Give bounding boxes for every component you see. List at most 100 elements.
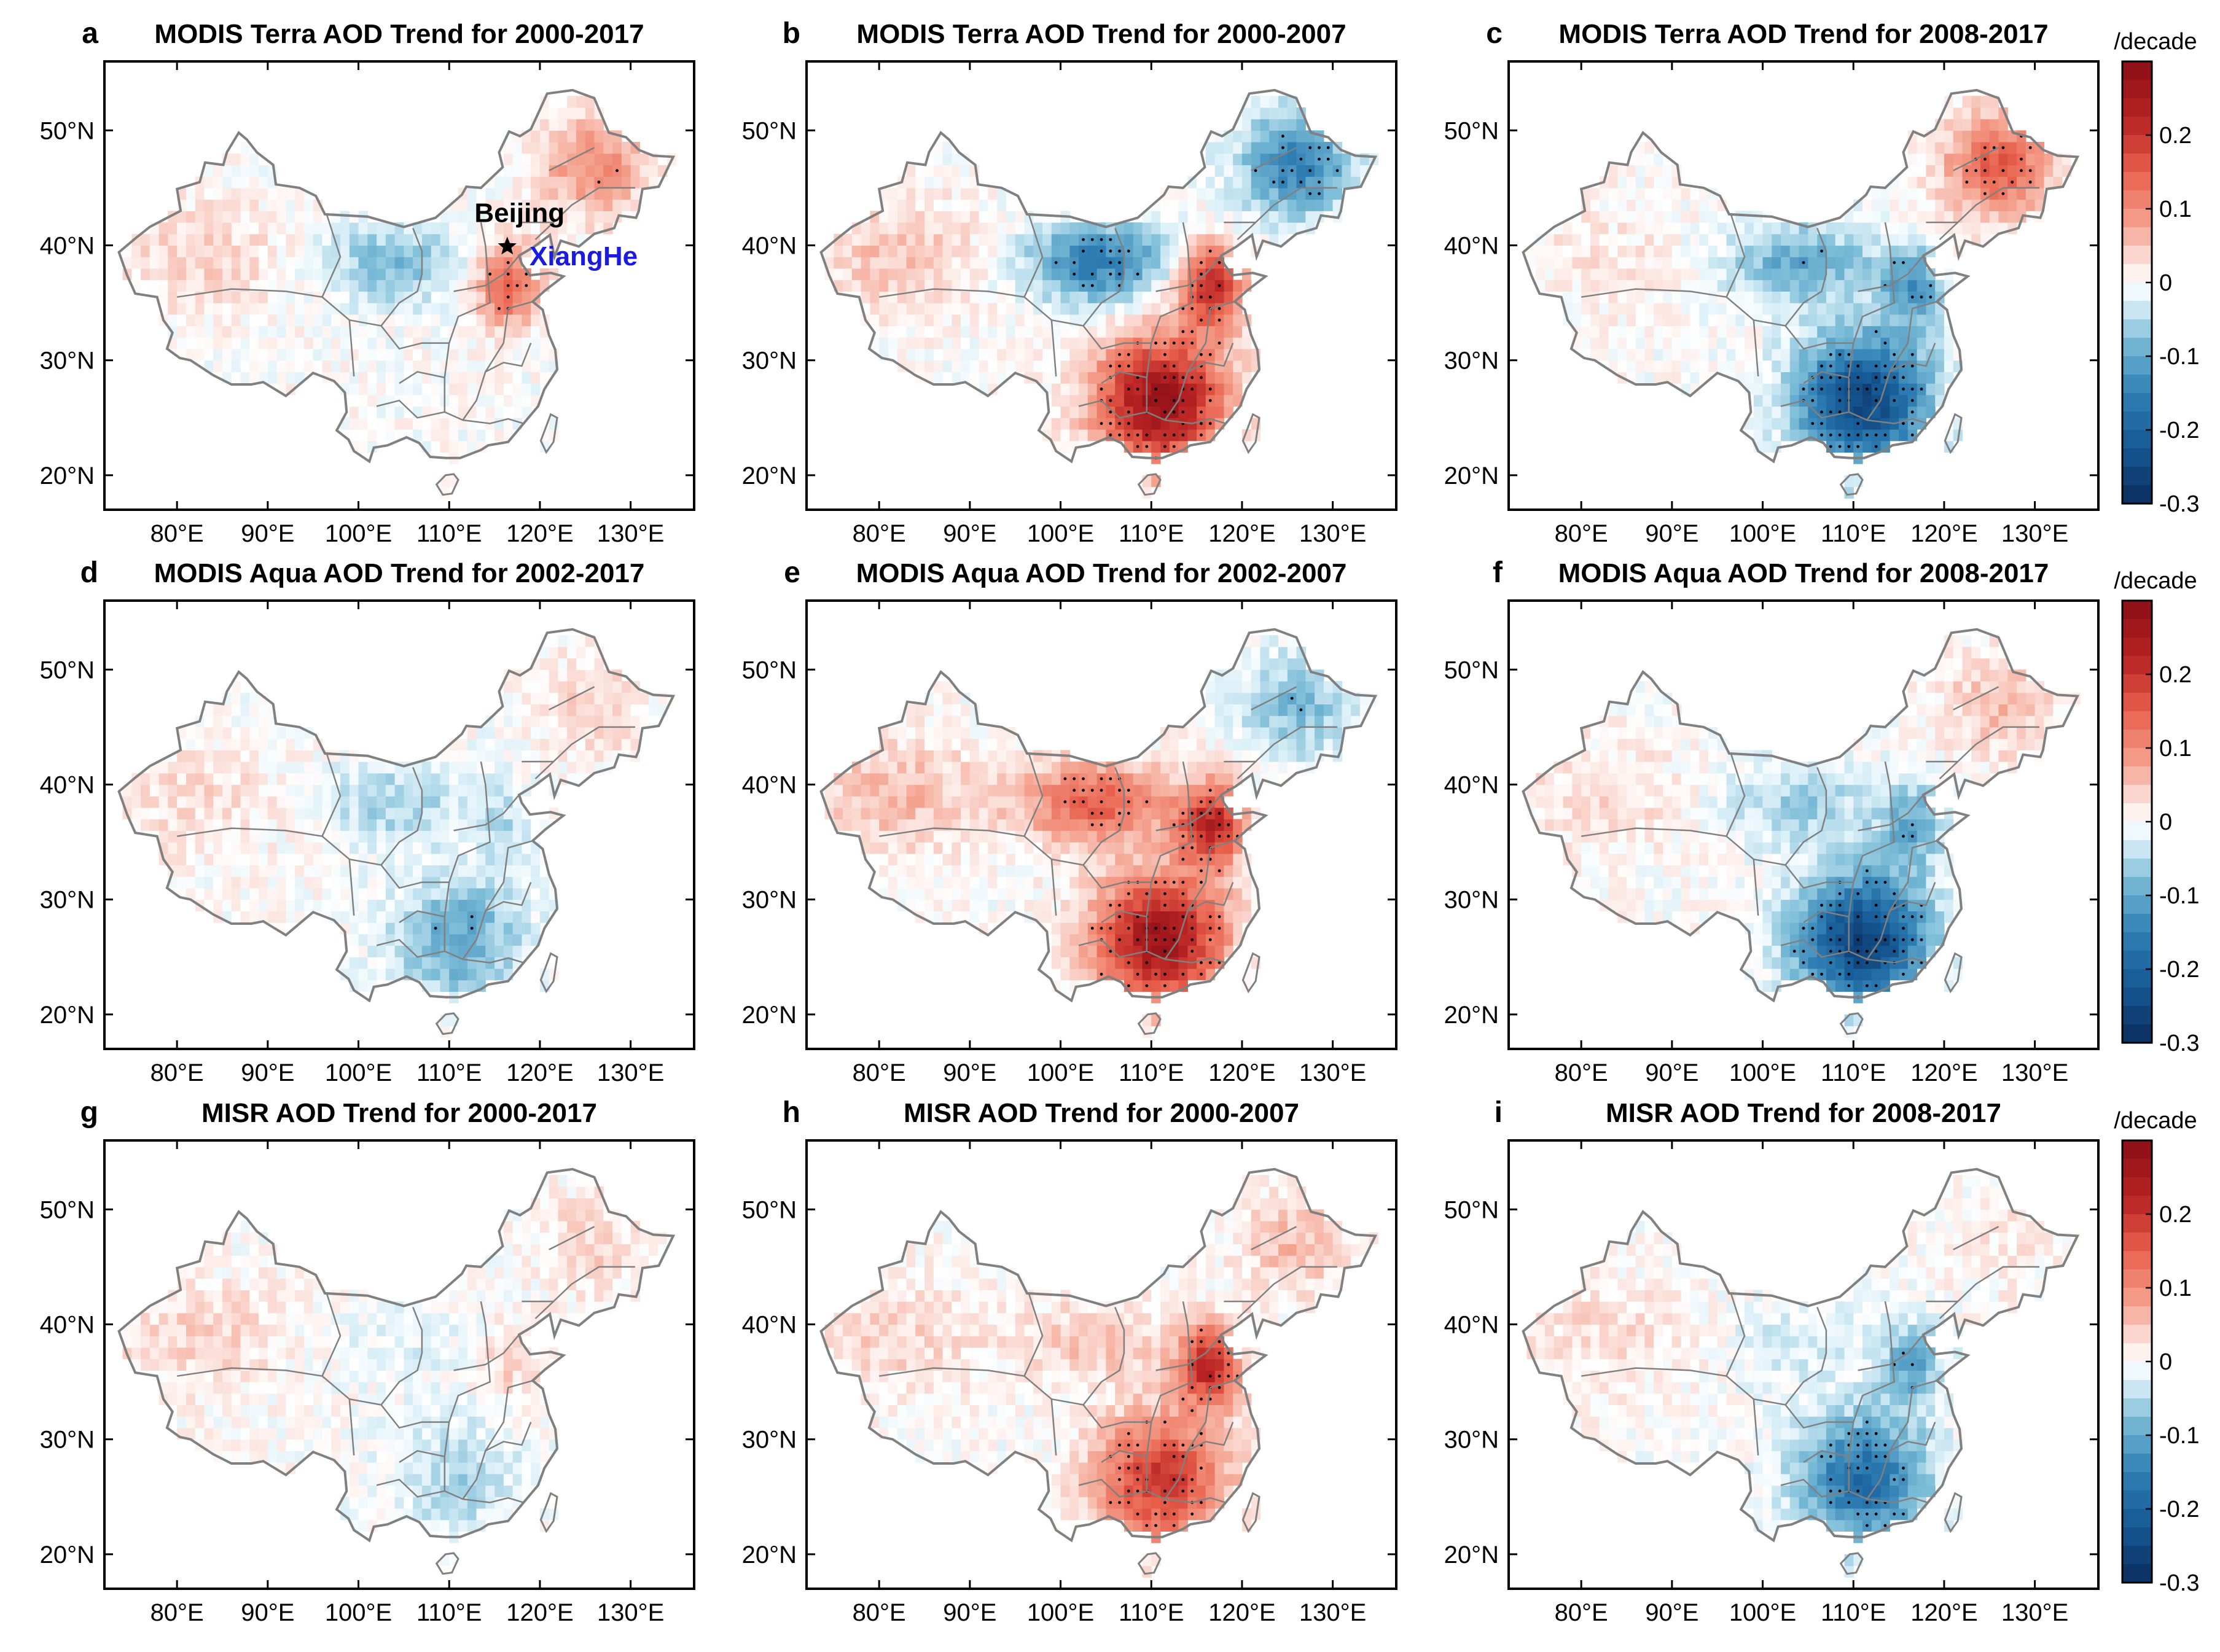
trend-cell (1563, 222, 1573, 234)
trend-cell (997, 796, 1006, 808)
trend-cell (1079, 946, 1088, 957)
trend-cell (386, 337, 395, 349)
trend-cell (304, 268, 313, 280)
trend-cell (879, 808, 888, 819)
trend-cell (1699, 257, 1708, 268)
trend-cell (395, 383, 404, 395)
trend-cell (413, 934, 422, 946)
trend-cell (367, 268, 377, 280)
significance-dot (1127, 411, 1130, 414)
trend-cell (1233, 280, 1242, 292)
trend-cell (1853, 257, 1862, 268)
trend-cell (1917, 314, 1926, 326)
trend-cell (576, 222, 585, 234)
trend-cell (213, 762, 222, 773)
trend-cell (350, 383, 359, 395)
significance-dot (1190, 330, 1194, 333)
trend-cell (852, 246, 861, 257)
trend-cell (1206, 268, 1215, 280)
trend-cell (313, 785, 322, 797)
trend-cell (952, 796, 961, 808)
trend-cell (367, 865, 377, 877)
x-tick-label: 130°E (2001, 520, 2068, 547)
trend-cell (1033, 750, 1042, 762)
trend-cell (1826, 222, 1835, 234)
trend-cell (177, 762, 186, 773)
trend-cell (1315, 165, 1324, 177)
x-tick-label: 90°E (241, 520, 294, 547)
map-d (119, 629, 677, 1038)
trend-cell (277, 326, 286, 338)
trend-cell (585, 154, 595, 165)
trend-cell (952, 865, 961, 877)
trend-cell (540, 337, 549, 349)
trend-cell (1179, 268, 1188, 280)
trend-cell (1115, 395, 1124, 407)
significance-dot (1829, 434, 1832, 437)
trend-cell (440, 830, 450, 842)
trend-cell (558, 727, 568, 739)
trend-cell (1061, 900, 1070, 911)
x-tick-label: 130°E (597, 520, 664, 547)
trend-cell (1862, 234, 1872, 246)
trend-cell (1088, 246, 1097, 257)
trend-cell (241, 750, 250, 762)
annotation-xianghe: XiangHe (530, 241, 638, 271)
trend-cell (1061, 418, 1070, 429)
trend-cell (186, 234, 195, 246)
trend-cell (558, 704, 568, 716)
trend-cell (843, 257, 852, 268)
trend-cell (340, 762, 350, 773)
trend-cell (1052, 830, 1061, 842)
trend-cell (1206, 234, 1215, 246)
trend-cell (186, 854, 195, 865)
trend-cell (1170, 280, 1179, 292)
trend-cell (907, 165, 916, 177)
trend-cell (907, 727, 916, 739)
trend-cell (268, 200, 277, 211)
trend-cell (952, 900, 961, 911)
trend-cell (1197, 234, 1206, 246)
trend-cell (943, 876, 952, 888)
trend-cell (970, 830, 979, 842)
trend-cell (386, 854, 395, 865)
trend-cell (241, 211, 250, 222)
trend-cell (1069, 922, 1079, 934)
trend-cell (1627, 268, 1636, 280)
trend-cell (1251, 200, 1260, 211)
trend-cell (1124, 854, 1133, 865)
panel-title-d: MODIS Aqua AOD Trend for 2002-2017 (154, 558, 645, 588)
trend-cell (1251, 119, 1260, 131)
trend-cell (1917, 176, 1926, 188)
trend-cell (458, 865, 467, 877)
trend-cell (1115, 326, 1124, 338)
trend-cell (377, 234, 386, 246)
trend-cell (1160, 257, 1170, 268)
significance-dot (1893, 261, 1896, 264)
trend-cell (1826, 246, 1835, 257)
trend-cell (952, 234, 961, 246)
trend-cell (961, 773, 970, 785)
trend-cell (1600, 246, 1609, 257)
trend-cell (997, 257, 1006, 268)
trend-cell (1808, 246, 1817, 257)
trend-cell (1079, 222, 1088, 234)
trend-cell (952, 808, 961, 819)
trend-cell (485, 922, 494, 934)
trend-cell (1645, 314, 1654, 326)
trend-cell (395, 246, 404, 257)
trend-cell (413, 326, 422, 338)
trend-cell (1124, 900, 1133, 911)
trend-cell (1971, 119, 1980, 131)
significance-dot (1929, 284, 1932, 287)
trend-cell (943, 337, 952, 349)
trend-cell (295, 750, 304, 762)
significance-dot (1308, 146, 1311, 149)
trend-cell (241, 326, 250, 338)
trend-cell (1015, 246, 1025, 257)
trend-cell (1106, 796, 1115, 808)
trend-cell (1826, 326, 1835, 338)
trend-cell (843, 819, 852, 831)
trend-cell (259, 727, 268, 739)
significance-dot (1163, 353, 1167, 356)
